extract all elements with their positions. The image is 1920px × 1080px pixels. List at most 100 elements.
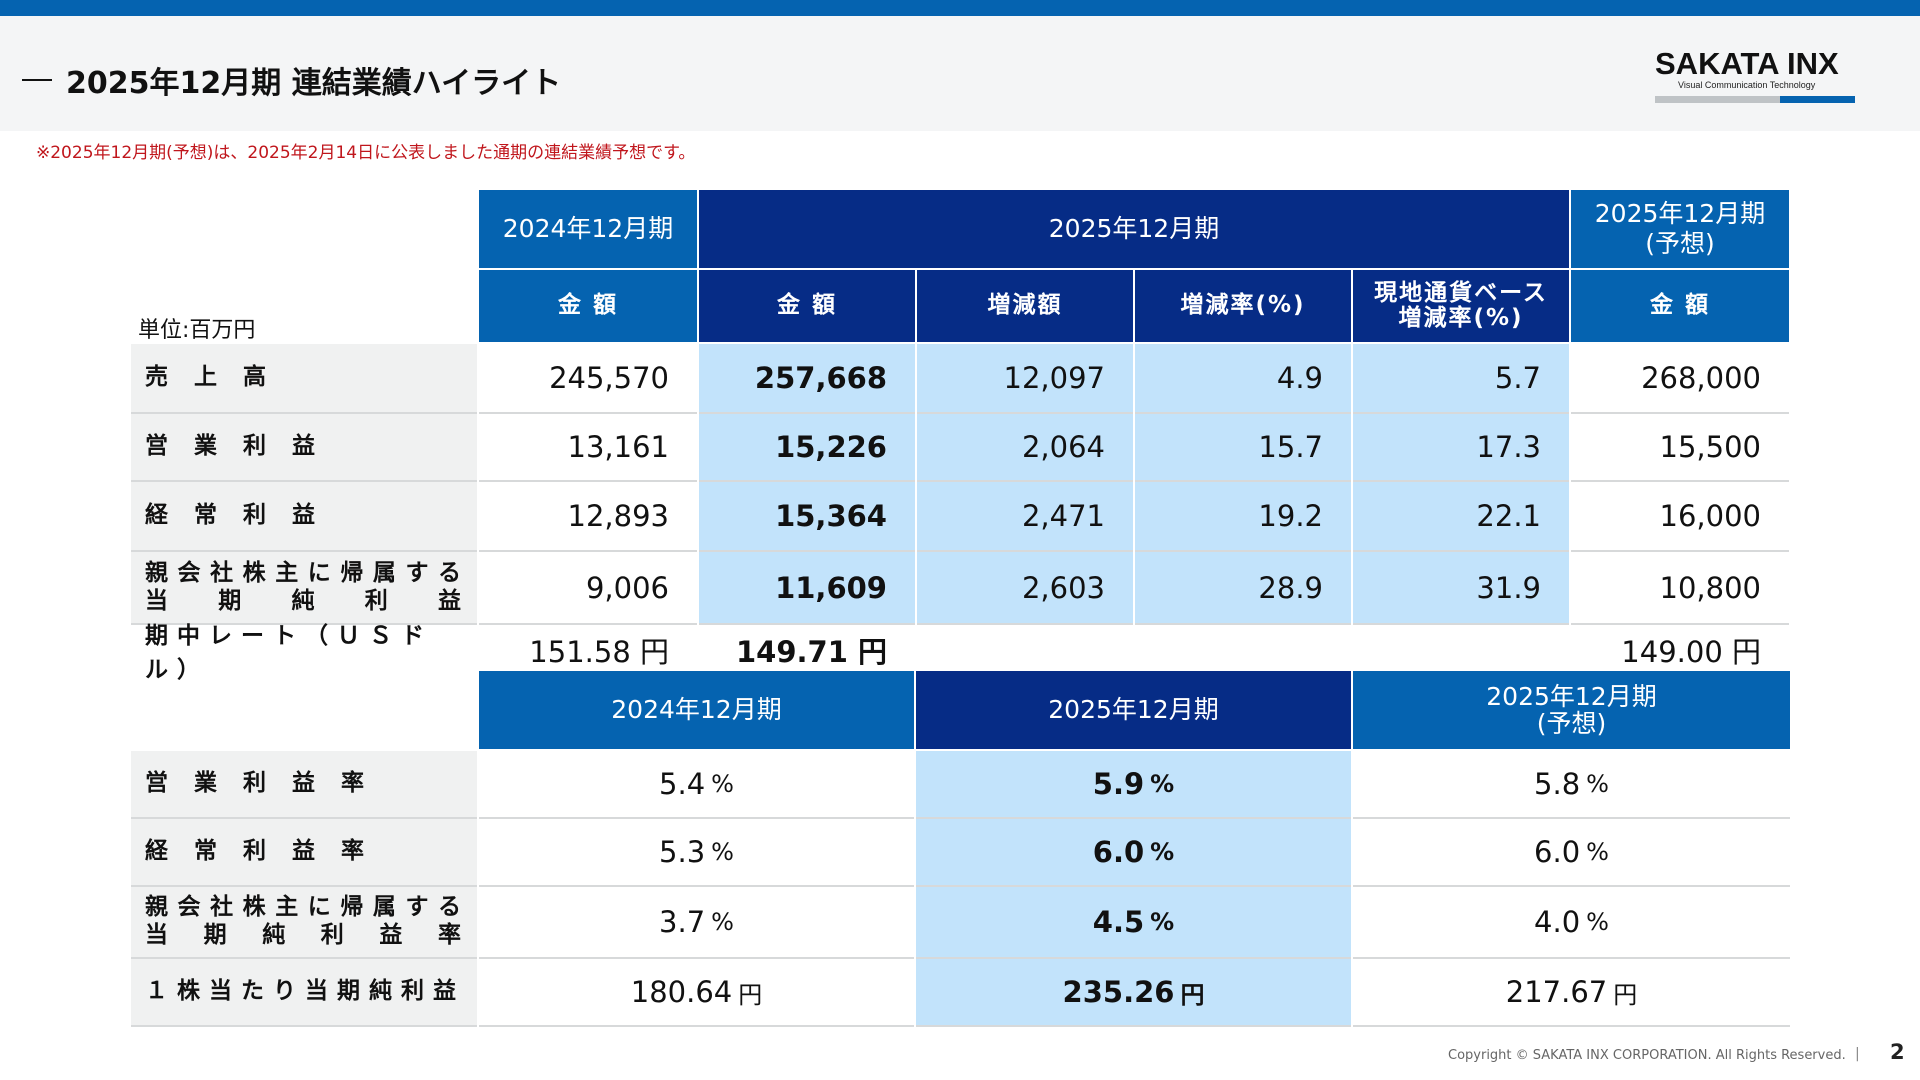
value-cell: 2,471 bbox=[917, 482, 1133, 552]
unit: % bbox=[711, 838, 734, 866]
logo-bar bbox=[1655, 96, 1855, 103]
value: 235.26 bbox=[1062, 975, 1175, 1009]
copyright: Copyright © SAKATA INX CORPORATION. All … bbox=[1448, 1048, 1846, 1063]
unit: % bbox=[1586, 770, 1609, 798]
subheader-2: 増減額 bbox=[917, 270, 1133, 342]
row-label: 親会社株主に帰属する 当期純利益 bbox=[131, 552, 477, 625]
value: 5.8 bbox=[1534, 767, 1581, 801]
value: 5.9 bbox=[1092, 767, 1145, 801]
value-cell: 257,668 bbox=[699, 344, 915, 414]
value-cell: 15,500 bbox=[1571, 414, 1789, 482]
value: 217.67 bbox=[1505, 975, 1608, 1009]
unit: 円 bbox=[738, 980, 763, 1009]
forecast-note: ※2025年12月期(予想)は、2025年2月14日に公表しました通期の連結業績… bbox=[36, 143, 696, 163]
value-cell: 4.9 bbox=[1135, 344, 1351, 414]
row-label: 親会社株主に帰属する 当期純利益率 bbox=[131, 887, 477, 959]
unit: % bbox=[1150, 908, 1175, 936]
value-cell: 28.9 bbox=[1135, 552, 1351, 625]
value: 180.64 bbox=[630, 975, 733, 1009]
value-cell: 12,893 bbox=[479, 482, 697, 552]
ratio-value-cell: 6.0% bbox=[916, 819, 1351, 887]
text-line: 経 常 利 益 bbox=[145, 502, 325, 529]
unit: % bbox=[1586, 838, 1609, 866]
ratio-value-cell: 5.4% bbox=[479, 751, 914, 819]
row-label: 経 常 利 益 率 bbox=[131, 819, 477, 887]
header-fy2024: 2024年12月期 bbox=[479, 190, 697, 268]
ratio-value-cell: 3.7% bbox=[479, 887, 914, 959]
value-cell: 12,097 bbox=[917, 344, 1133, 414]
value-cell: 16,000 bbox=[1571, 482, 1789, 552]
header-fy2025: 2025年12月期 bbox=[699, 190, 1569, 268]
ratios-table: 2024年12月期 2025年12月期 2025年12月期 (予想) 営 業 利 益 率… bbox=[131, 671, 1790, 1027]
value-cell: 268,000 bbox=[1571, 344, 1789, 414]
value-cell: 245,570 bbox=[479, 344, 697, 414]
text-line: 売 上 高 bbox=[145, 364, 276, 391]
value-cell: 5.7 bbox=[1353, 344, 1569, 414]
header-band: 2025年12月期 連結業績ハイライト SAKATA INX Visual Co… bbox=[0, 16, 1920, 131]
header-forecast: 2025年12月期 (予想) bbox=[1571, 190, 1789, 268]
value: 4.0 bbox=[1534, 905, 1581, 939]
rate-forecast: 149.00 円 bbox=[1621, 635, 1761, 669]
text-line: 2025年12月期 bbox=[1594, 199, 1766, 228]
text-line: 2025年12月期 bbox=[1486, 681, 1657, 711]
value-cell: 15.7 bbox=[1135, 414, 1351, 482]
page-number: 2 bbox=[1890, 1040, 1905, 1064]
value-cell: 15,226 bbox=[699, 414, 915, 482]
text-line: 親会社株主に帰属する bbox=[145, 894, 465, 921]
subheader-5: 金 額 bbox=[1571, 270, 1789, 342]
subheader-3: 増減率(%) bbox=[1135, 270, 1351, 342]
ratio-header-2: 2025年12月期 (予想) bbox=[1353, 671, 1790, 749]
text-line: 当期純利益 bbox=[145, 587, 465, 614]
logo-name: SAKATA INX bbox=[1655, 46, 1839, 81]
row-label: 売 上 高 bbox=[131, 344, 477, 414]
unit: % bbox=[1586, 908, 1609, 936]
text-line: 当期純利益率 bbox=[145, 922, 465, 948]
text-line: 営 業 利 益 率 bbox=[145, 770, 374, 797]
text-line: (予想) bbox=[1645, 229, 1715, 258]
value-cell: 19.2 bbox=[1135, 482, 1351, 552]
page-title-text: 2025年12月期 連結業績ハイライト bbox=[66, 66, 562, 101]
value-cell: 13,161 bbox=[479, 414, 697, 482]
value-cell: 15,364 bbox=[699, 482, 915, 552]
ratio-value-cell: 4.0% bbox=[1353, 887, 1790, 959]
logo-tagline: Visual Communication Technology bbox=[1678, 80, 1816, 90]
ratio-header-1: 2025年12月期 bbox=[916, 671, 1351, 749]
ratio-value-cell: 6.0% bbox=[1353, 819, 1790, 887]
unit-label: 単位:百万円 bbox=[138, 318, 256, 343]
rate-fy2024: 151.58 円 bbox=[529, 635, 669, 669]
subheader-4: 現地通貨ベース 増減率(%) bbox=[1353, 270, 1569, 342]
value-cell: 31.9 bbox=[1353, 552, 1569, 625]
ratio-value-cell: 5.9% bbox=[916, 751, 1351, 819]
text-line: 増減率(%) bbox=[1398, 305, 1524, 331]
unit: % bbox=[1150, 770, 1175, 798]
row-label: 営 業 利 益 bbox=[131, 414, 477, 482]
ratio-value-cell: 217.67 円 bbox=[1353, 959, 1790, 1027]
value-cell: 2,603 bbox=[917, 552, 1133, 625]
value: 4.5 bbox=[1092, 905, 1145, 939]
value: 6.0 bbox=[1534, 835, 1581, 869]
text-line: 経 常 利 益 率 bbox=[145, 838, 374, 865]
text-line: (予想) bbox=[1536, 709, 1607, 738]
value-cell: 22.1 bbox=[1353, 482, 1569, 552]
row-label: １株当たり当期純利益 bbox=[131, 959, 477, 1027]
text-line: 親会社株主に帰属する bbox=[145, 559, 465, 586]
value: 5.3 bbox=[659, 835, 706, 869]
unit: % bbox=[711, 908, 734, 936]
text-line: 現地通貨ベース bbox=[1374, 279, 1548, 306]
value-cell: 17.3 bbox=[1353, 414, 1569, 482]
row-label: 経 常 利 益 bbox=[131, 482, 477, 552]
value: 5.4 bbox=[659, 767, 706, 801]
ratio-value-cell: 4.5% bbox=[916, 887, 1351, 959]
ratio-value-cell: 5.8% bbox=[1353, 751, 1790, 819]
ratio-value-cell: 5.3% bbox=[479, 819, 914, 887]
ratio-header-0: 2024年12月期 bbox=[479, 671, 914, 749]
unit: % bbox=[711, 770, 734, 798]
value: 3.7 bbox=[659, 905, 706, 939]
title-dash bbox=[22, 79, 52, 81]
text-line: 営 業 利 益 bbox=[145, 433, 325, 460]
company-logo: SAKATA INX Visual Communication Technolo… bbox=[1655, 46, 1855, 103]
page-title: 2025年12月期 連結業績ハイライト bbox=[22, 58, 561, 102]
text-line: １株当たり当期純利益 bbox=[145, 978, 465, 1005]
header-spacer bbox=[131, 671, 477, 749]
value-cell: 11,609 bbox=[699, 552, 915, 625]
